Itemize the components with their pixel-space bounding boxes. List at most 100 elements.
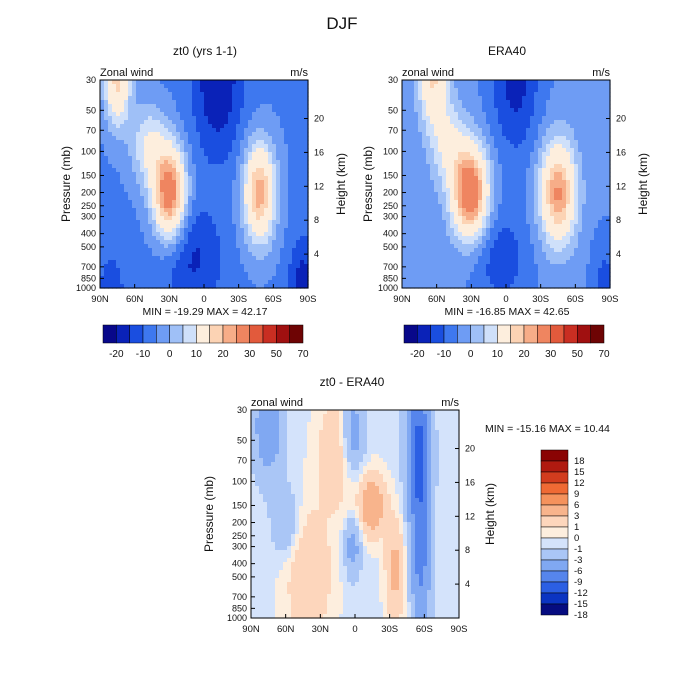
heatmap-cell (550, 164, 555, 169)
heatmap-cell (272, 128, 277, 133)
heatmap-cell (490, 204, 495, 209)
heatmap-cell (450, 144, 455, 149)
heatmap-cell (514, 188, 519, 193)
heatmap-cell (128, 144, 133, 149)
heatmap-cell (204, 88, 209, 93)
heatmap-cell (522, 184, 527, 189)
heatmap-cell (550, 112, 555, 117)
heatmap-cell (144, 116, 149, 121)
heatmap-cell (490, 104, 495, 109)
heatmap-cell (450, 192, 455, 197)
heatmap-cell (296, 80, 301, 85)
heatmap-cell (466, 224, 471, 229)
heatmap-cell (252, 212, 257, 217)
x-tick-label: 90S (300, 294, 317, 305)
heatmap-cell (112, 252, 117, 257)
heatmap-cell (554, 128, 559, 133)
heatmap-cell (164, 244, 169, 249)
heatmap-cell (284, 200, 289, 205)
heatmap-cell (104, 104, 109, 109)
heatmap-cell (518, 104, 523, 109)
heatmap-cell (152, 164, 157, 169)
heatmap-cell (160, 260, 165, 265)
heatmap-cell (256, 240, 261, 245)
heatmap-cell (494, 180, 499, 185)
heatmap-cell (252, 260, 257, 265)
heatmap-cell (208, 232, 213, 237)
heatmap-cell (136, 104, 141, 109)
colorbar-box (236, 324, 250, 344)
heatmap-cell (268, 88, 273, 93)
heatmap-cell (220, 212, 225, 217)
heatmap-cell (458, 144, 463, 149)
panel-title: zt0 (yrs 1-1) (173, 44, 237, 58)
heatmap-cell (208, 236, 213, 241)
x-tick-label: 60S (265, 294, 282, 305)
heatmap-cell (582, 164, 587, 169)
heatmap-cell (558, 184, 563, 189)
heatmap-cell (538, 188, 543, 193)
heatmap-cell (124, 272, 129, 277)
heatmap-cell (402, 196, 407, 201)
heatmap-cell (284, 116, 289, 121)
heatmap-cell (144, 100, 149, 105)
heatmap-cell (418, 128, 423, 133)
heatmap-cell (438, 124, 443, 129)
heatmap-cell (458, 228, 463, 233)
heatmap-cell (482, 148, 487, 153)
heatmap-cell (522, 144, 527, 149)
heatmap-cell (506, 160, 511, 165)
heatmap-cell (148, 120, 153, 125)
heatmap-cell (148, 284, 153, 289)
heatmap-cell (510, 200, 515, 205)
heatmap-cell (288, 224, 293, 229)
heatmap-cell (204, 152, 209, 157)
heatmap-cell (296, 160, 301, 165)
heatmap-cell (204, 200, 209, 205)
heatmap-cell (550, 200, 555, 205)
heatmap-cell (534, 228, 539, 233)
heatmap-cell (606, 220, 611, 225)
heatmap-cell (490, 92, 495, 97)
heatmap-cell (216, 124, 221, 129)
heatmap-cell (108, 192, 113, 197)
heatmap-cell (410, 140, 415, 145)
heatmap-cell (156, 228, 161, 233)
heatmap-cell (176, 152, 181, 157)
heatmap-cell (494, 220, 499, 225)
heatmap-cell (256, 104, 261, 109)
heatmap-cell (550, 92, 555, 97)
heatmap-cell (458, 124, 463, 129)
heatmap-cell (264, 244, 269, 249)
heatmap-cell (550, 136, 555, 141)
heatmap-cell (272, 192, 277, 197)
heatmap-cell (490, 112, 495, 117)
heatmap-cell (208, 196, 213, 201)
heatmap-cell (590, 204, 595, 209)
heatmap-cell (288, 184, 293, 189)
heatmap-cell (300, 172, 305, 177)
heatmap-cell (526, 244, 531, 249)
heatmap-cell (244, 84, 249, 89)
heatmap-cell (116, 196, 121, 201)
heatmap-cell (466, 172, 471, 177)
heatmap-cell (132, 152, 137, 157)
heatmap-cell (280, 84, 285, 89)
heatmap-cell (514, 96, 519, 101)
heatmap-cell (284, 196, 289, 201)
heatmap-cell (108, 128, 113, 133)
heatmap-cell (192, 172, 197, 177)
heatmap-cell (116, 188, 121, 193)
heatmap-cell (256, 212, 261, 217)
heatmap-cell (406, 176, 411, 181)
heatmap-cell (590, 216, 595, 221)
heatmap-cell (160, 92, 165, 97)
heatmap-cell (602, 192, 607, 197)
heatmap-cell (188, 284, 193, 289)
heatmap-cell (100, 268, 105, 273)
heatmap-cell (462, 144, 467, 149)
heatmap-cell (172, 272, 177, 277)
heatmap-cell (172, 140, 177, 145)
heatmap-cell (526, 172, 531, 177)
heatmap-cell (454, 188, 459, 193)
